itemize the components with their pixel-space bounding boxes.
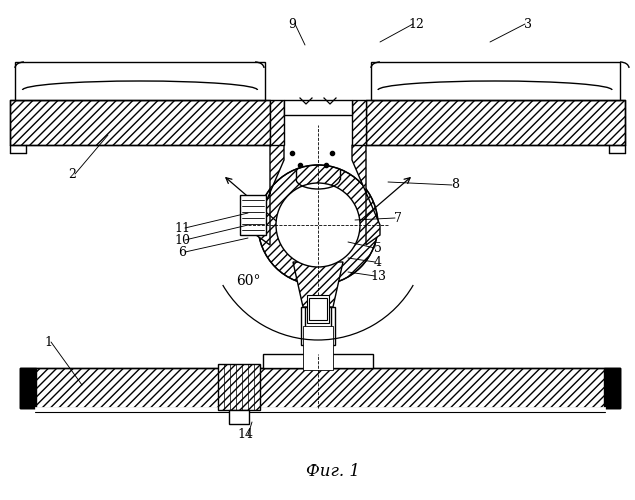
Bar bbox=[309, 298, 327, 320]
Bar bbox=[270, 100, 284, 145]
Bar bbox=[284, 100, 352, 115]
Bar bbox=[352, 100, 366, 145]
Text: 3: 3 bbox=[524, 18, 532, 30]
Bar bbox=[20, 368, 620, 408]
Text: 6: 6 bbox=[178, 246, 186, 258]
Text: 60°: 60° bbox=[236, 274, 260, 288]
Circle shape bbox=[276, 183, 360, 267]
Text: 5: 5 bbox=[374, 242, 382, 254]
Polygon shape bbox=[293, 262, 343, 307]
Bar bbox=[229, 410, 249, 424]
Text: 1: 1 bbox=[44, 336, 52, 348]
Bar bbox=[301, 307, 335, 345]
Bar bbox=[371, 62, 620, 100]
Text: 9: 9 bbox=[288, 18, 296, 30]
Text: 11: 11 bbox=[174, 222, 190, 234]
Circle shape bbox=[258, 165, 378, 285]
Bar bbox=[20, 368, 36, 408]
Bar bbox=[366, 100, 625, 145]
Text: 2: 2 bbox=[68, 168, 76, 180]
Text: 4: 4 bbox=[374, 256, 382, 268]
Bar bbox=[240, 195, 266, 235]
Bar bbox=[303, 326, 333, 370]
Text: 12: 12 bbox=[408, 18, 424, 30]
Polygon shape bbox=[256, 145, 284, 245]
Text: Фиг. 1: Фиг. 1 bbox=[306, 464, 360, 480]
Text: 7: 7 bbox=[394, 212, 402, 224]
Bar bbox=[10, 100, 270, 145]
Bar bbox=[218, 364, 260, 410]
Text: 10: 10 bbox=[174, 234, 190, 246]
Bar bbox=[604, 368, 620, 408]
Text: 14: 14 bbox=[237, 428, 253, 442]
Bar bbox=[15, 62, 265, 100]
Bar bbox=[35, 407, 605, 412]
Text: 13: 13 bbox=[370, 270, 386, 282]
Bar bbox=[307, 295, 329, 323]
Bar bbox=[263, 354, 373, 368]
Text: 8: 8 bbox=[451, 178, 459, 192]
Polygon shape bbox=[352, 145, 380, 245]
Bar bbox=[305, 307, 331, 345]
